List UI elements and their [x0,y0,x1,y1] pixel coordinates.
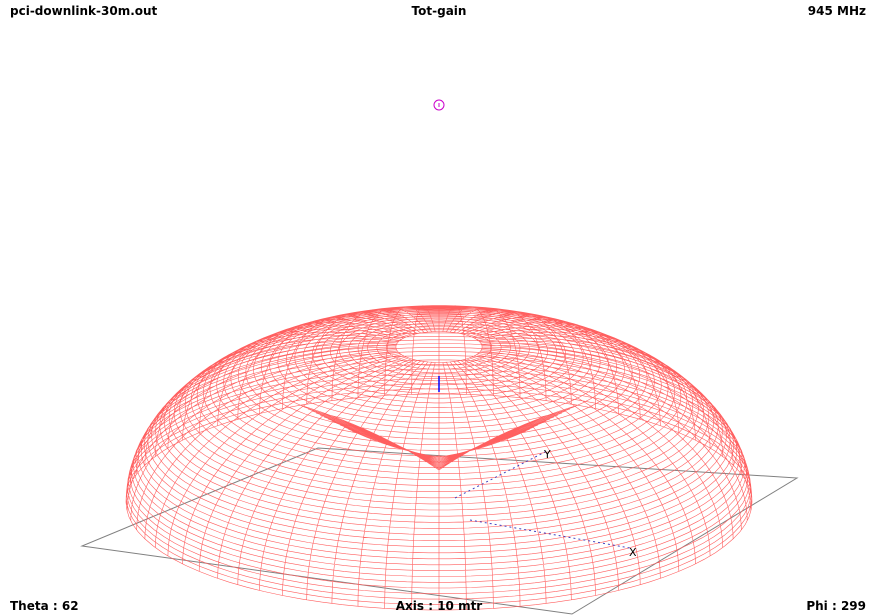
x-axis-line [469,519,631,549]
file-name: pci-downlink-30m.out [10,4,158,18]
phi-readout: Phi : 299 [806,599,866,613]
y-axis-line [454,451,546,499]
ground-plane-outline [80,447,799,615]
frequency-readout: 945 MHz [807,4,866,18]
y-axis-label: Y [543,448,551,461]
gain-pattern-wireframe [125,305,753,611]
axis-scale-readout: Axis : 10 mtr [395,599,483,613]
gain-pattern-mesh [125,305,753,611]
zenith-marker-icon [433,99,445,111]
ground-plane-polygon [80,447,799,615]
coordinate-axes [438,376,631,549]
theta-readout: Theta : 62 [10,599,79,613]
x-axis-label: X [629,546,637,559]
plot-title: Tot-gain [411,4,467,18]
